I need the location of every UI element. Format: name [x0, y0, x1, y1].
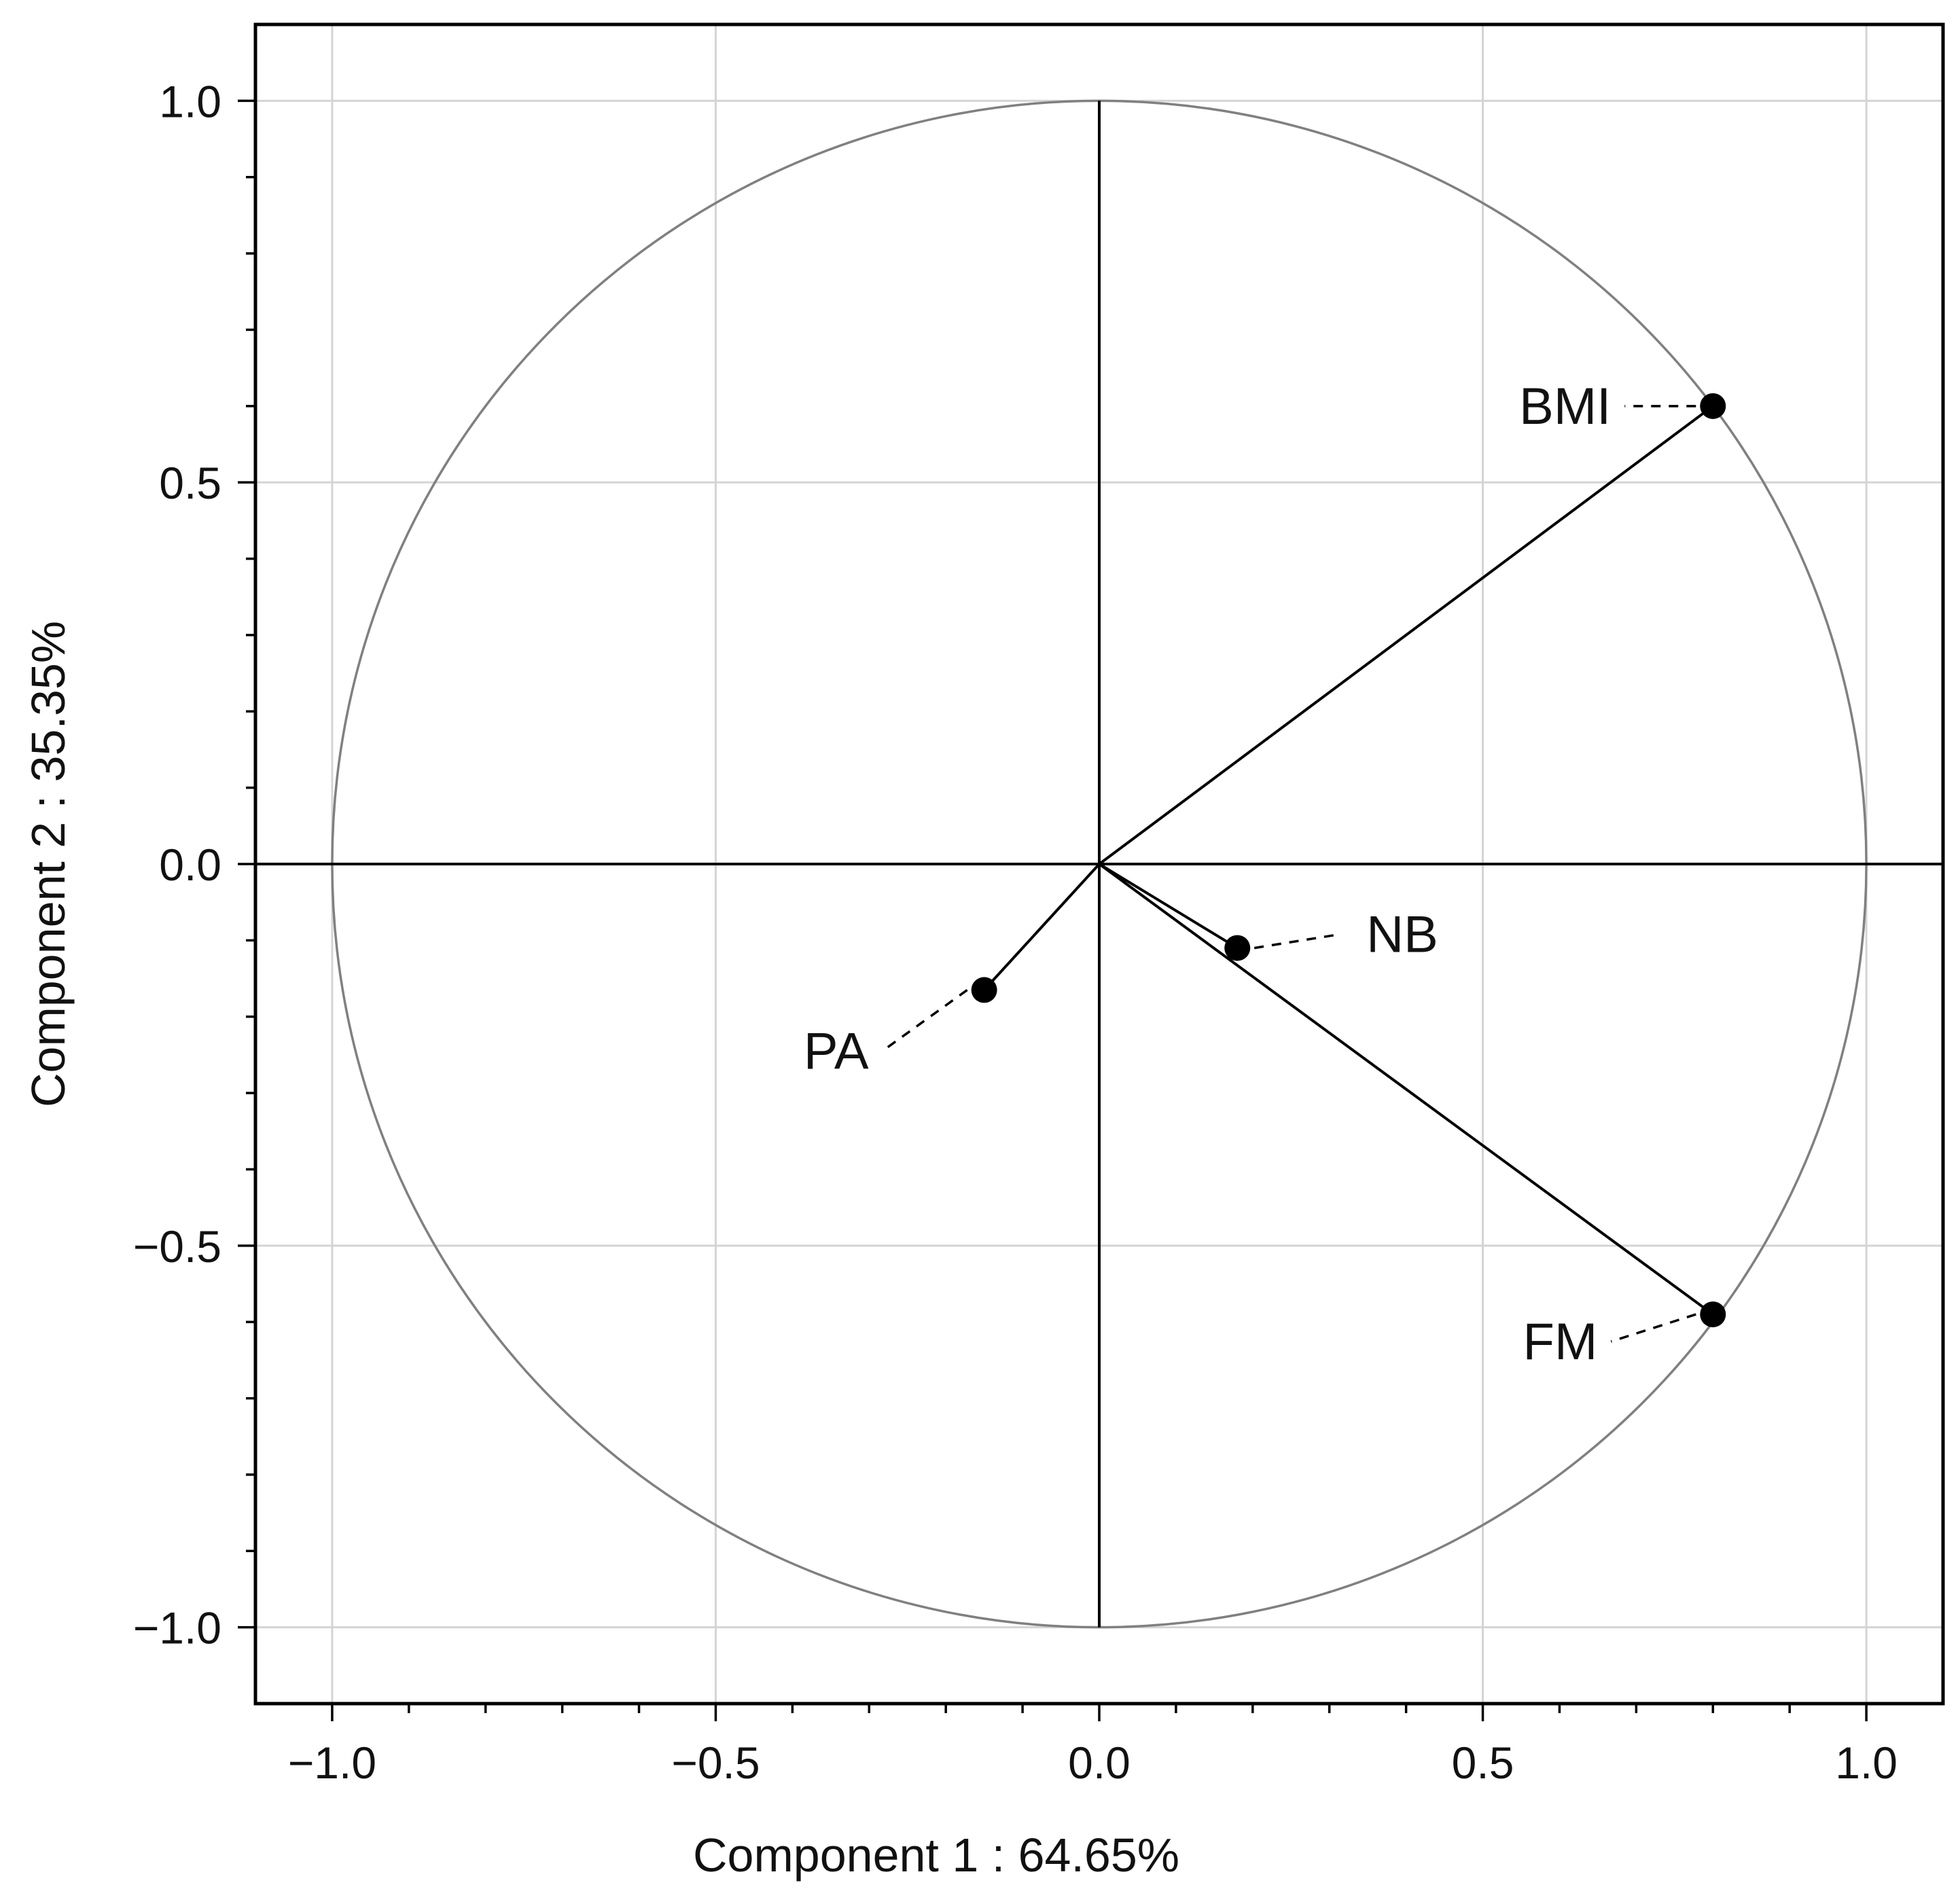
x-tick-label-0: −1.0 [288, 1738, 376, 1788]
tick-labels: −1.0 −0.5 0.0 0.5 1.0 −1.0 −0.5 0.0 0.5 1.0 [133, 76, 1898, 1788]
label-fm: FM [1523, 1313, 1598, 1371]
variable-labels: BMI NB PA FM [804, 378, 1696, 1371]
point-fm [1700, 1301, 1726, 1327]
y-tick-label-3: 0.5 [159, 458, 221, 508]
tick-marks [238, 99, 1868, 1721]
x-tick-label-3: 0.5 [1452, 1738, 1514, 1788]
point-bmi [1700, 393, 1726, 419]
label-bmi: BMI [1519, 378, 1611, 435]
x-tick-label-1: −0.5 [671, 1738, 760, 1788]
label-nb: NB [1366, 906, 1438, 964]
x-tick-label-2: 0.0 [1068, 1738, 1131, 1788]
point-pa [971, 977, 997, 1003]
vector-fm [1098, 863, 1714, 1316]
y-tick-label-0: −1.0 [133, 1603, 221, 1653]
leader-fm [1610, 1313, 1696, 1343]
y-tick-label-4: 1.0 [159, 76, 221, 126]
y-axis-title: Component 2 : 35.35% [22, 621, 75, 1107]
label-pa: PA [804, 1022, 869, 1080]
y-tick-label-2: 0.0 [159, 840, 221, 890]
y-tick-label-1: −0.5 [133, 1221, 221, 1272]
leader-nb [1253, 933, 1340, 950]
leader-pa [881, 988, 968, 1052]
x-axis-title: Component 1 : 64.65% [693, 1829, 1179, 1882]
point-nb [1224, 935, 1251, 961]
x-tick-label-4: 1.0 [1835, 1738, 1898, 1788]
vector-bmi [1098, 405, 1714, 865]
vector-pa [983, 863, 1101, 991]
loading-vectors [971, 393, 1726, 1327]
vector-nb [1098, 863, 1239, 950]
